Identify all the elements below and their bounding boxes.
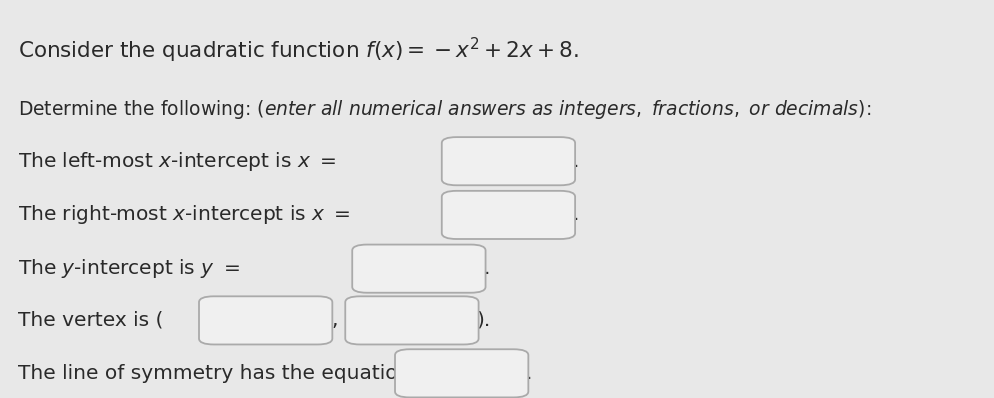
Text: The $y$-intercept is $y$ $=$: The $y$-intercept is $y$ $=$ <box>18 257 240 280</box>
Text: The left-most $x$-intercept is $x$ $=$: The left-most $x$-intercept is $x$ $=$ <box>18 150 336 173</box>
FancyBboxPatch shape <box>441 137 575 185</box>
FancyBboxPatch shape <box>345 296 478 344</box>
Text: .: . <box>483 259 489 278</box>
Text: The right-most $x$-intercept is $x$ $=$: The right-most $x$-intercept is $x$ $=$ <box>18 203 350 226</box>
FancyBboxPatch shape <box>199 296 332 344</box>
Text: Consider the quadratic function $f(x) = -x^2 + 2x + 8$.: Consider the quadratic function $f(x) = … <box>18 36 578 65</box>
Text: .: . <box>526 364 532 383</box>
Text: The line of symmetry has the equation: The line of symmetry has the equation <box>18 364 410 383</box>
FancyBboxPatch shape <box>395 349 528 397</box>
Text: ).: ). <box>476 311 490 330</box>
Text: Determine the following: ($\mathit{enter\ all\ numerical\ answers\ as\ integers,: Determine the following: ($\mathit{enter… <box>18 98 870 121</box>
Text: The vertex is (: The vertex is ( <box>18 311 163 330</box>
Text: ,: , <box>331 311 338 330</box>
FancyBboxPatch shape <box>352 244 485 293</box>
Text: .: . <box>573 205 579 224</box>
Text: .: . <box>573 152 579 171</box>
FancyBboxPatch shape <box>441 191 575 239</box>
